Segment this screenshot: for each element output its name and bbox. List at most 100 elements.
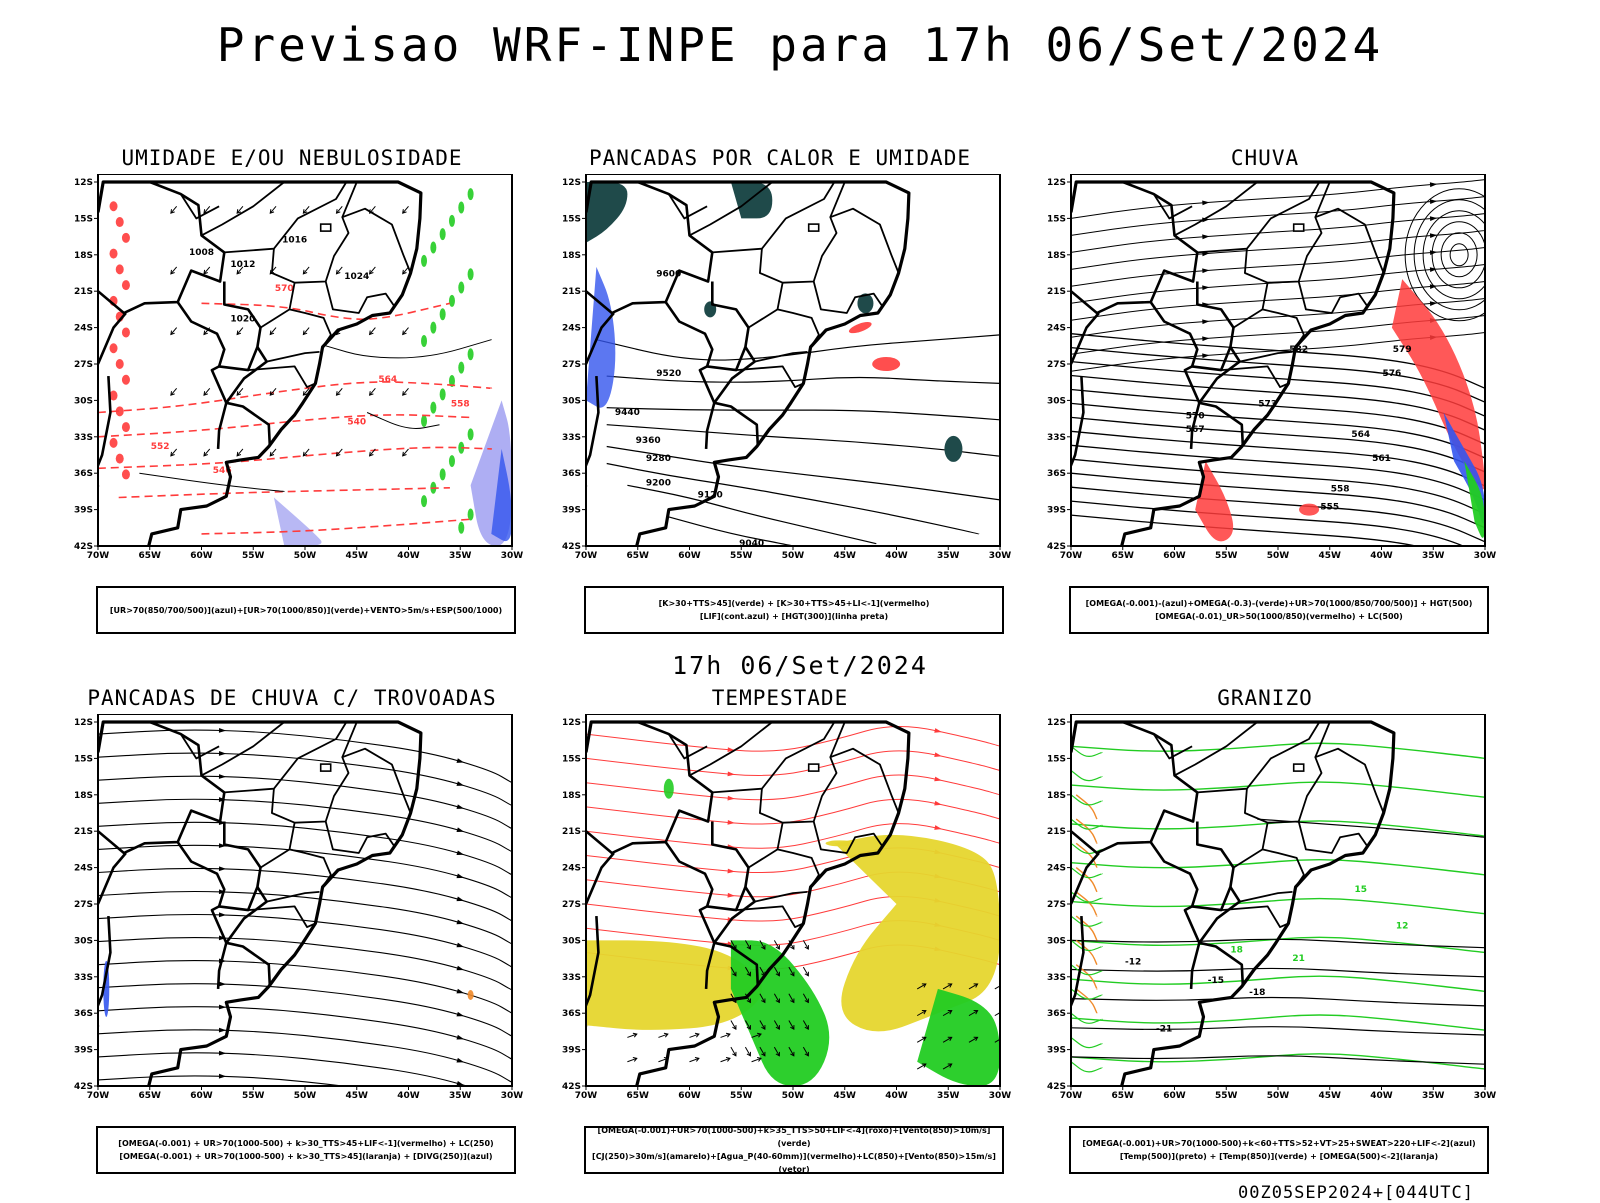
latitude-tick-label: 12S	[562, 178, 581, 188]
streamline-arrow	[1202, 353, 1210, 359]
country-border	[1189, 402, 1201, 449]
map-panel: PANCADAS DE CHUVA C/ TROVOADAS 12S 15S 18S 2…	[52, 686, 532, 1176]
coastline	[1071, 180, 1396, 546]
latitude-tick-label: 36S	[1047, 469, 1066, 479]
streamline	[1071, 315, 1485, 355]
contour-label: -21	[1156, 1024, 1172, 1034]
map-canvas: 9600 9520 9440 9360 9280 9200 9120 9040 12S 15S 18…	[562, 174, 1011, 561]
thickness-contour	[201, 518, 472, 535]
humidity-area-green	[430, 401, 437, 414]
state-border	[829, 181, 846, 218]
wind-vector	[744, 1046, 751, 1057]
streamline	[1071, 264, 1485, 304]
wind-area-green	[730, 940, 830, 1086]
thickness-contour	[98, 446, 493, 470]
circulation-contour	[1413, 199, 1485, 311]
red-contour-cluster	[109, 248, 118, 259]
humidity-area-green	[448, 455, 455, 468]
instability-area-green	[857, 293, 874, 314]
humidity-area-blue	[273, 497, 322, 546]
wind-vector	[802, 993, 809, 1004]
streamline-arrow	[456, 988, 465, 994]
latitude-tick-label: 12S	[74, 178, 93, 188]
rain-area-red	[1391, 279, 1485, 490]
wind-vector	[368, 448, 376, 457]
rain-area-red	[1299, 503, 1320, 516]
coastline	[1071, 720, 1396, 1086]
country-border	[1198, 886, 1245, 986]
longitude-tick-label: 65W	[627, 551, 650, 561]
latitude-tick-label: 36S	[1047, 1009, 1066, 1019]
longitude-tick-label: 30W	[989, 1091, 1012, 1101]
state-border	[668, 733, 708, 760]
red-contour-cluster	[115, 359, 124, 369]
state-border	[1239, 351, 1293, 363]
longitude-tick-label: 65W	[1112, 551, 1135, 561]
wind-vector	[269, 327, 277, 336]
contour-label: 9280	[646, 454, 671, 464]
streamline-arrow	[934, 776, 942, 782]
latitude-tick-label: 18S	[1047, 251, 1066, 261]
contour-label: 9120	[698, 490, 723, 500]
streamline	[98, 821, 512, 876]
state-border	[812, 281, 883, 314]
longitude-tick-label: 35W	[1422, 1091, 1445, 1101]
state-border	[668, 193, 708, 220]
wind-vector	[402, 448, 409, 457]
streamline-arrow	[1202, 319, 1210, 325]
red-contour-cluster	[115, 264, 124, 275]
streamline-arrow	[1202, 336, 1210, 342]
state-border	[829, 721, 846, 758]
country-border	[1071, 485, 1073, 492]
red-contour-cluster	[109, 437, 118, 448]
state-border	[341, 181, 358, 218]
streamline-arrow	[1429, 182, 1438, 188]
longitude-tick-label: 35W	[1422, 551, 1445, 561]
state-border	[1233, 788, 1269, 869]
omega-contour-orange	[1075, 818, 1098, 845]
streamline-arrow	[456, 781, 465, 786]
wind-vector	[627, 1032, 638, 1038]
country-border	[1149, 821, 1235, 912]
contour-label: 21	[1292, 954, 1305, 964]
temperature-850-contour	[1071, 867, 1103, 879]
state-border	[782, 747, 900, 824]
omega-contour-orange	[1075, 842, 1098, 868]
rain-area-red	[1195, 461, 1234, 542]
country-border	[1071, 720, 1199, 855]
longitude-tick-label: 45W	[834, 1091, 857, 1101]
streamline-arrow	[727, 795, 735, 801]
state-border	[1297, 281, 1368, 314]
state-border	[180, 733, 220, 760]
temperature-850-contour	[1071, 964, 1103, 976]
state-border	[1314, 721, 1331, 758]
streamline-arrow	[456, 965, 465, 971]
wind-vector	[744, 1020, 751, 1030]
map-panel: UMIDADE E/OU NEBULOSIDADE 1008 1012 1016 102…	[52, 146, 532, 636]
longitude-tick-label: 30W	[1474, 1091, 1497, 1101]
streamline-arrow	[1202, 285, 1210, 291]
latitude-tick-label: 27S	[74, 360, 93, 370]
longitude-tick-label: 50W	[782, 1091, 805, 1101]
latitude-tick-label: 36S	[74, 1009, 93, 1019]
state-border	[341, 721, 358, 758]
temperature-850-contour	[1071, 939, 1103, 952]
wind-vector	[203, 387, 211, 396]
humidity-area-blue	[491, 448, 512, 542]
streamline	[98, 844, 512, 899]
state-border	[1239, 891, 1293, 903]
legend-line: [CJ(250)>30m/s](amarelo)+[Agua_P(40-60mm…	[592, 1152, 996, 1174]
streamline-arrow	[218, 1004, 227, 1010]
longitude-tick-label: 35W	[937, 551, 960, 561]
contour-label: 1012	[230, 260, 255, 270]
wind-vector	[968, 983, 979, 990]
humidity-area-green	[467, 268, 474, 281]
wind-vector	[720, 1057, 731, 1063]
contour-label: -15	[1208, 976, 1224, 986]
forecast-map: 12S 15S 18S 21S 24S 27S 30S 33S 36S 39S 42S 70W 65W 6…	[52, 714, 532, 1114]
humidity-area-green	[421, 254, 428, 267]
legend-box: [OMEGA(-0.001)-(azul)+OMEGA(-0.3)-(verde…	[1069, 586, 1489, 634]
wind-vector	[773, 940, 780, 950]
